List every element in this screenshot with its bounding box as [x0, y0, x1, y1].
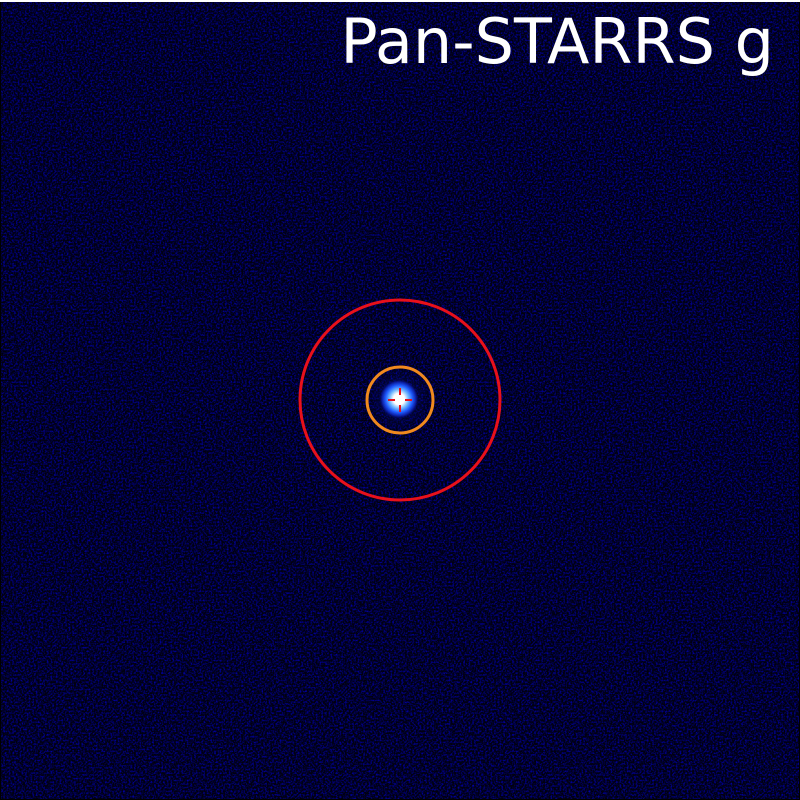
band-label: Pan-STARRS g — [340, 5, 774, 78]
source-core — [379, 379, 419, 419]
inner-aperture-circle — [365, 365, 435, 435]
outer-aperture-circle — [298, 298, 502, 502]
top-border-line — [0, 0, 800, 2]
crosshair-icon — [388, 388, 412, 412]
